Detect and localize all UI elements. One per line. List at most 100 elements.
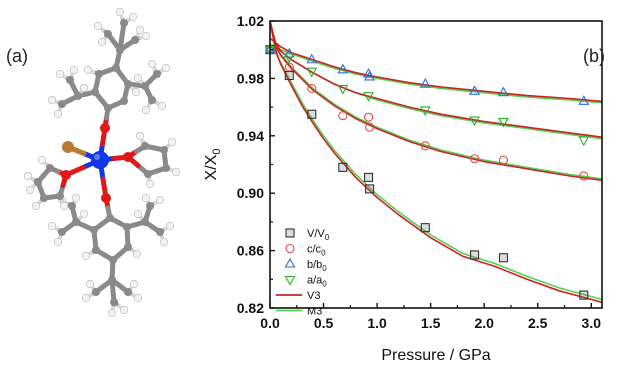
carbon-atom (46, 164, 54, 172)
legend-label-sub: 0 (322, 280, 327, 289)
carbon-atom (124, 243, 132, 251)
carbon-atom (123, 223, 131, 231)
oxygen-atom (61, 170, 71, 180)
hydrogen-atom (141, 105, 151, 115)
carbon-atom (108, 276, 116, 284)
fit-curve-M3 (269, 43, 603, 140)
hydrogen-atom (83, 65, 93, 75)
metal-highlight (94, 154, 100, 160)
carbon-atom (148, 96, 156, 104)
metal-atom (91, 151, 109, 169)
hydrogen-atom (131, 87, 141, 97)
hydrogen-atom (135, 25, 145, 35)
data-point (469, 85, 480, 95)
data-point (419, 106, 431, 117)
hydrogen-atom (37, 155, 47, 165)
carbon-atom (34, 178, 42, 186)
carbon-atom (104, 104, 112, 112)
hydrogen-atom (79, 209, 89, 219)
hydrogen-atom (171, 167, 181, 177)
y-tick-label: 0.86 (237, 243, 264, 259)
y-axis-title-sub: 0 (211, 149, 223, 155)
legend-marker (284, 257, 296, 268)
data-point (283, 47, 295, 58)
data-point (283, 53, 295, 63)
carbon-atom (90, 226, 98, 234)
carbon-atom (40, 194, 48, 202)
data-point (420, 141, 430, 151)
data-point (338, 162, 348, 172)
panel-b-label: (b) (583, 46, 605, 66)
hydrogen-atom (47, 221, 57, 231)
hydrogen-atom (115, 7, 125, 17)
hydrogen-atom (141, 193, 151, 203)
hydrogen-atom (47, 95, 57, 105)
fit-curve-V3 (269, 37, 603, 103)
data-point (469, 116, 480, 127)
hydrogen-atom (85, 279, 95, 289)
data-point (498, 117, 509, 128)
hydrogen-atom (55, 69, 65, 79)
hydrogen-atom (135, 131, 145, 141)
x-tick-label: 1.5 (421, 315, 441, 331)
x-tick-label: 0.5 (314, 315, 334, 331)
carbon-atom (160, 146, 168, 154)
legend-label: b/b0 (307, 259, 327, 273)
data-point (578, 136, 590, 147)
hydrogen-atom (53, 109, 63, 119)
hydrogen-atom (71, 193, 81, 203)
data-point (337, 63, 349, 74)
data-point (363, 172, 374, 182)
hydrogen-atom (107, 308, 117, 318)
halide-atom (62, 141, 74, 153)
hydrogen-atom (79, 83, 89, 93)
hydrogen-atom (129, 279, 139, 289)
x-tick-label: 2.0 (474, 315, 494, 331)
data-point (363, 92, 374, 102)
axis-ticks: 0.0 0.5 1.0 1.5 2.0 2.5 3.0 0.82 0.86 0.90 0.94 0.9… (237, 13, 601, 331)
y-tick-label: 0.98 (237, 70, 264, 86)
hydrogen-atom (69, 65, 79, 75)
y-tick-label: 0.94 (237, 128, 264, 144)
oxygen-atom (101, 193, 111, 203)
carbon-atom (144, 170, 152, 178)
hydrogen-atom (31, 201, 41, 211)
data-point (470, 154, 480, 164)
carbon-atom (153, 70, 161, 78)
hydrogen-atom (155, 195, 165, 205)
carbon-atom (74, 92, 82, 100)
data-point (284, 70, 294, 81)
legend-label: c/c0 (307, 244, 326, 258)
y-tick-label: 0.90 (237, 185, 264, 201)
data-point (307, 109, 317, 119)
oxygen-atom (100, 123, 110, 133)
carbon-atom (56, 192, 64, 200)
data-point (578, 95, 590, 105)
data-point (306, 67, 318, 78)
carbon-atom (146, 202, 154, 210)
hydrogen-atom (167, 137, 177, 147)
carbon-atom (92, 246, 100, 254)
hydrogen-atom (93, 21, 103, 31)
data-point (338, 111, 348, 121)
data-point (419, 78, 431, 88)
carbon-atom (110, 298, 118, 306)
carbon-atom (141, 142, 149, 150)
hydrogen-atom (133, 209, 143, 219)
carbon-atom (116, 46, 124, 54)
data-point (579, 171, 589, 181)
carbon-atom (156, 228, 164, 236)
carbon-atom (58, 228, 66, 236)
carbon-atom (109, 256, 117, 264)
carbon-atom (162, 164, 170, 172)
x-tick-label: 3.0 (582, 315, 602, 331)
legend-label-sub: 0 (321, 249, 326, 258)
legend-label-main: V/V (307, 228, 325, 240)
data-point (306, 53, 318, 64)
carbon-atom (120, 97, 128, 105)
panel-a-label: (a) (6, 46, 28, 66)
y-tick-label: 0.82 (237, 300, 264, 316)
carbon-atom (124, 288, 132, 296)
y-tick-label: 1.02 (237, 13, 264, 29)
